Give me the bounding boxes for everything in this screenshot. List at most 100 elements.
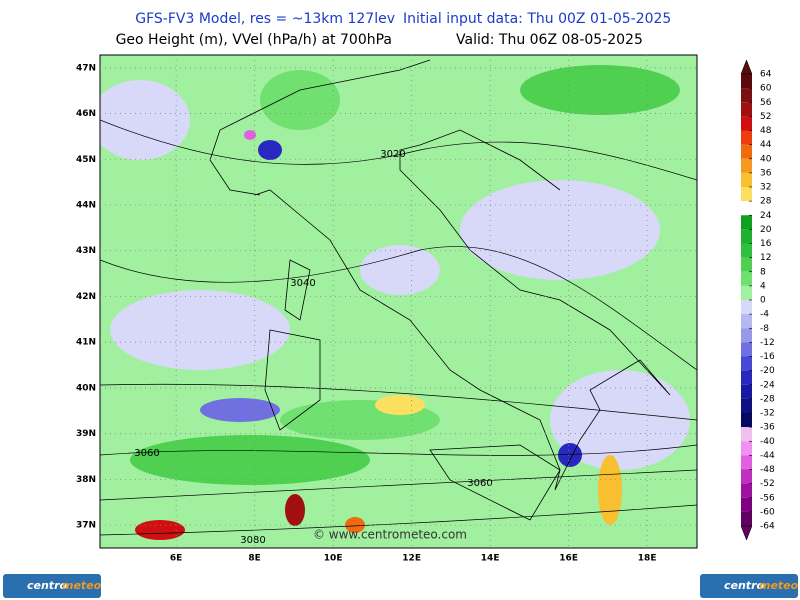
lon-label: 12E bbox=[402, 554, 421, 564]
colorbar-label: 24 bbox=[760, 211, 772, 221]
watermark: © www.centrometeo.com bbox=[313, 528, 467, 542]
colorbar-label: -36 bbox=[760, 423, 775, 433]
colorbar-label: 28 bbox=[760, 197, 772, 207]
contour-label: 3060 bbox=[467, 478, 492, 489]
lat-label: 40N bbox=[76, 383, 96, 393]
colorbar-band bbox=[741, 398, 752, 413]
colorbar-label: -32 bbox=[760, 409, 775, 419]
lat-label: 46N bbox=[76, 109, 96, 119]
map-frame bbox=[99, 54, 698, 549]
colorbar-band bbox=[741, 427, 752, 442]
colorbar-label: -64 bbox=[760, 522, 775, 532]
colorbar-band bbox=[741, 187, 752, 202]
model-title: GFS-FV3 Model, res = ~13km 127lev bbox=[135, 11, 395, 27]
logo-text: meteo bbox=[759, 579, 799, 592]
lat-label: 39N bbox=[76, 429, 96, 439]
logo-text: centro bbox=[27, 579, 67, 592]
colorbar-band bbox=[741, 285, 752, 300]
colorbar-band bbox=[741, 229, 752, 244]
colorbar-band bbox=[741, 243, 752, 258]
colorbar-cap bbox=[740, 525, 753, 541]
colorbar-label: 64 bbox=[760, 70, 772, 80]
colorbar-cap bbox=[740, 59, 753, 75]
lon-label: 10E bbox=[324, 554, 343, 564]
colorbar-band bbox=[741, 469, 752, 484]
colorbar-band bbox=[741, 257, 752, 272]
lat-label: 41N bbox=[76, 338, 96, 348]
contour-label: 3080 bbox=[240, 535, 265, 546]
contour-label: 3020 bbox=[380, 149, 405, 160]
logo-text: centro bbox=[724, 579, 764, 592]
colorbar-label: 12 bbox=[760, 253, 771, 263]
colorbar-label: -52 bbox=[760, 479, 775, 489]
colorbar-band bbox=[741, 130, 752, 145]
lat-label: 42N bbox=[76, 292, 96, 302]
colorbar-band bbox=[741, 271, 752, 286]
colorbar-band bbox=[741, 215, 752, 230]
colorbar-band bbox=[741, 172, 752, 187]
colorbar-label: -4 bbox=[760, 310, 769, 320]
colorbar-band bbox=[741, 441, 752, 456]
colorbar-band bbox=[741, 116, 752, 131]
colorbar-label: 0 bbox=[760, 296, 766, 306]
colorbar-band bbox=[741, 370, 752, 385]
lon-label: 8E bbox=[248, 554, 260, 564]
colorbar-label: 16 bbox=[760, 239, 772, 249]
contour-label: 3060 bbox=[134, 448, 159, 459]
colorbar-label: -60 bbox=[760, 507, 775, 517]
colorbar-label: -40 bbox=[760, 437, 775, 447]
lon-label: 6E bbox=[170, 554, 182, 564]
colorbar-label: 8 bbox=[760, 267, 766, 277]
colorbar-band bbox=[741, 497, 752, 512]
colorbar-label: -20 bbox=[760, 366, 775, 376]
lat-label: 44N bbox=[76, 201, 96, 211]
lon-label: 18E bbox=[638, 554, 657, 564]
colorbar-label: -16 bbox=[760, 352, 775, 362]
colorbar-label: 20 bbox=[760, 225, 772, 235]
colorbar-band bbox=[741, 413, 752, 428]
colorbar-label: 48 bbox=[760, 126, 772, 136]
contour-label: 3040 bbox=[290, 278, 315, 289]
colorbar-band bbox=[741, 328, 752, 343]
valid-title: Valid: Thu 06Z 08-05-2025 bbox=[456, 32, 643, 48]
colorbar-label: -44 bbox=[760, 451, 775, 461]
colorbar-label: -8 bbox=[760, 324, 769, 334]
init-title: Initial input data: Thu 00Z 01-05-2025 bbox=[403, 11, 671, 27]
colorbar-band bbox=[741, 384, 752, 399]
colorbar-label: 52 bbox=[760, 112, 771, 122]
logo-left: centro meteo bbox=[3, 574, 102, 598]
colorbar-label: -12 bbox=[760, 338, 775, 348]
colorbar-band bbox=[741, 201, 752, 216]
colorbar-label: -56 bbox=[760, 493, 775, 503]
colorbar-label: 36 bbox=[760, 168, 772, 178]
lat-label: 38N bbox=[76, 475, 96, 485]
colorbar-label: 40 bbox=[760, 154, 772, 164]
colorbar-band bbox=[741, 511, 752, 526]
lon-label: 16E bbox=[559, 554, 578, 564]
logo-right: centro meteo bbox=[700, 574, 799, 598]
colorbar-label: 44 bbox=[760, 140, 772, 150]
colorbar-band bbox=[741, 300, 752, 315]
colorbar-label: -28 bbox=[760, 394, 775, 404]
colorbar-label: -48 bbox=[760, 465, 775, 475]
colorbar-band bbox=[741, 158, 752, 173]
lon-label: 14E bbox=[481, 554, 500, 564]
colorbar-label: 4 bbox=[760, 281, 766, 291]
colorbar-band bbox=[741, 88, 752, 103]
colorbar-label: 32 bbox=[760, 183, 771, 193]
colorbar-label: -24 bbox=[760, 380, 775, 390]
colorbar-band bbox=[741, 314, 752, 329]
colorbar-band bbox=[741, 455, 752, 470]
colorbar-band bbox=[741, 483, 752, 498]
colorbar-band bbox=[741, 356, 752, 371]
lat-label: 37N bbox=[76, 521, 96, 531]
field-title: Geo Height (m), VVel (hPa/h) at 700hPa bbox=[116, 32, 392, 48]
colorbar-label: 56 bbox=[760, 98, 772, 108]
colorbar-band bbox=[741, 144, 752, 159]
colorbar-band bbox=[741, 74, 752, 89]
lat-label: 47N bbox=[76, 63, 96, 73]
colorbar-band bbox=[741, 102, 752, 117]
logo-text: meteo bbox=[62, 579, 102, 592]
lat-label: 45N bbox=[76, 155, 96, 165]
